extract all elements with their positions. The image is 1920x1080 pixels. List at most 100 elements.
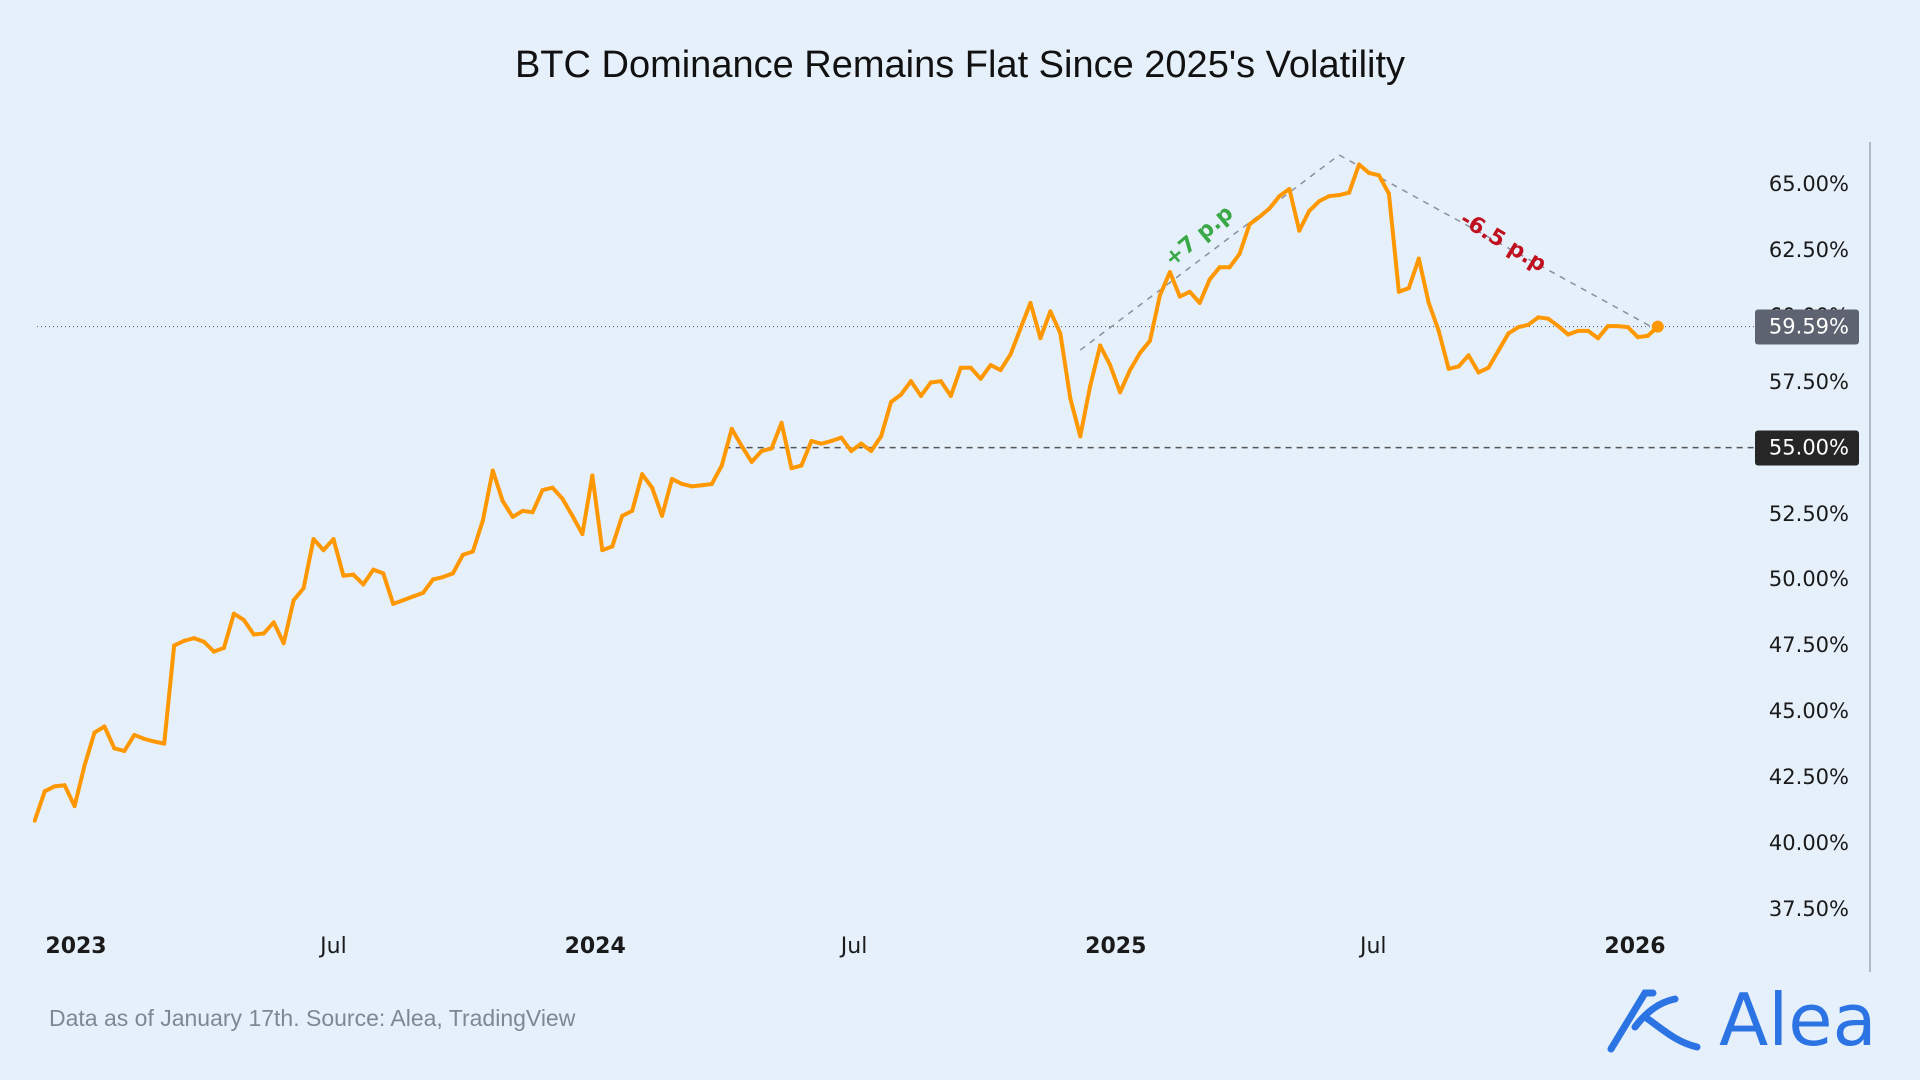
y-tick-label: 47.50% (1768, 633, 1849, 658)
series-segment (311, 537, 326, 553)
series-segment (291, 586, 306, 603)
series-segment (530, 488, 545, 515)
series-segment (1596, 324, 1610, 341)
series-segment (570, 513, 585, 537)
series-segment (889, 392, 904, 404)
series-segment (938, 379, 953, 398)
series-segment (978, 363, 993, 381)
chart-title: BTC Dominance Remains Flat Since 2025's … (514, 44, 1406, 86)
x-tick-label: 2025 (1085, 934, 1147, 959)
series-segment (1137, 338, 1152, 355)
series-segment (241, 617, 256, 637)
series-segment (1386, 191, 1401, 294)
series-segment (869, 434, 884, 454)
series-segment (1496, 331, 1511, 353)
series-segment (72, 763, 87, 809)
reference-level-label: 55.00% (1755, 430, 1859, 466)
series-segment (1068, 396, 1083, 439)
series-segment (560, 496, 575, 518)
series-segment (899, 379, 913, 397)
y-tick-label: 50.00% (1768, 567, 1849, 592)
alea-logo-text: Alea (1719, 978, 1877, 1062)
y-tick-label: 65.00% (1768, 172, 1849, 196)
series-segment (331, 537, 346, 578)
series-segment (1108, 363, 1123, 395)
series-segment (32, 789, 47, 823)
series-segment (361, 567, 376, 587)
series-segment (799, 439, 814, 468)
series-segment (998, 352, 1013, 373)
y-tick-label: 37.50% (1768, 896, 1849, 921)
series-segment (1227, 251, 1242, 270)
series-segment (1586, 328, 1601, 341)
series-segment (500, 499, 515, 519)
x-tick-label: 2023 (45, 934, 107, 959)
series-segment (202, 639, 216, 654)
alea-logo-icon (1607, 989, 1701, 1053)
series-segment (729, 426, 744, 449)
series-segment (1187, 289, 1202, 305)
x-tick-label: Jul (840, 934, 868, 959)
series-segment (650, 485, 665, 518)
series-segment (1048, 309, 1063, 336)
last-value-label: 59.59% (1755, 309, 1859, 345)
source-footnote: Data as of January 17th. Source: Alea, T… (49, 1005, 576, 1031)
series-segment (281, 598, 296, 646)
x-tick-label: Jul (320, 934, 347, 959)
series-segment (1486, 348, 1501, 370)
series-segment (1436, 328, 1451, 371)
series-segment (1078, 383, 1093, 439)
series-segment (82, 730, 97, 768)
series-segment (1147, 293, 1162, 343)
x-tick-label: 2024 (564, 934, 626, 959)
series-segment (321, 537, 336, 553)
x-tick-label: Jul (1359, 934, 1387, 959)
series-segment (660, 476, 675, 518)
series-segment (948, 365, 963, 398)
series-segment (1098, 343, 1113, 368)
series-segment (1247, 214, 1262, 227)
series-segment (550, 485, 565, 501)
series-segment (968, 365, 983, 381)
series-segment (470, 518, 485, 554)
series-segment (1357, 162, 1372, 175)
series-segment (1466, 353, 1481, 375)
series-segment (839, 435, 854, 454)
series-segment (1157, 270, 1172, 298)
series-segment (1197, 277, 1212, 305)
x-tick-label: 2026 (1604, 934, 1666, 959)
series-segment (122, 732, 137, 754)
series-segment (1625, 325, 1640, 340)
series-segment (1307, 199, 1322, 213)
series-segment (849, 441, 864, 454)
series-segment (102, 724, 117, 751)
data-point (1651, 320, 1664, 333)
series-segment (1456, 353, 1471, 369)
series-segment (162, 643, 177, 746)
y-tick-label: 40.00% (1768, 831, 1849, 855)
series-segment (769, 420, 784, 451)
series-segment (1008, 326, 1023, 357)
series-segment (749, 449, 764, 464)
series-segment (918, 380, 933, 398)
series-segment (1416, 256, 1431, 305)
series-segment (450, 552, 465, 576)
y-tick-label: 52.50% (1768, 501, 1849, 526)
series-segment (381, 571, 396, 606)
series-segment (590, 473, 605, 553)
y-tick-label: 45.00% (1768, 699, 1849, 724)
series-segment (1128, 350, 1142, 373)
series-segment (351, 572, 366, 587)
series-segment (630, 472, 645, 513)
series-segment (580, 473, 595, 537)
series-segment (271, 620, 286, 646)
series-segment (879, 399, 894, 439)
series-segment (480, 468, 495, 523)
series-segment (719, 426, 734, 468)
series-segment (859, 441, 874, 454)
series-segment (1526, 315, 1541, 327)
y-tick-label: 62.50% (1768, 237, 1849, 262)
series-segment (1038, 309, 1053, 341)
series-segment (1376, 173, 1391, 196)
series-segment (490, 468, 505, 504)
